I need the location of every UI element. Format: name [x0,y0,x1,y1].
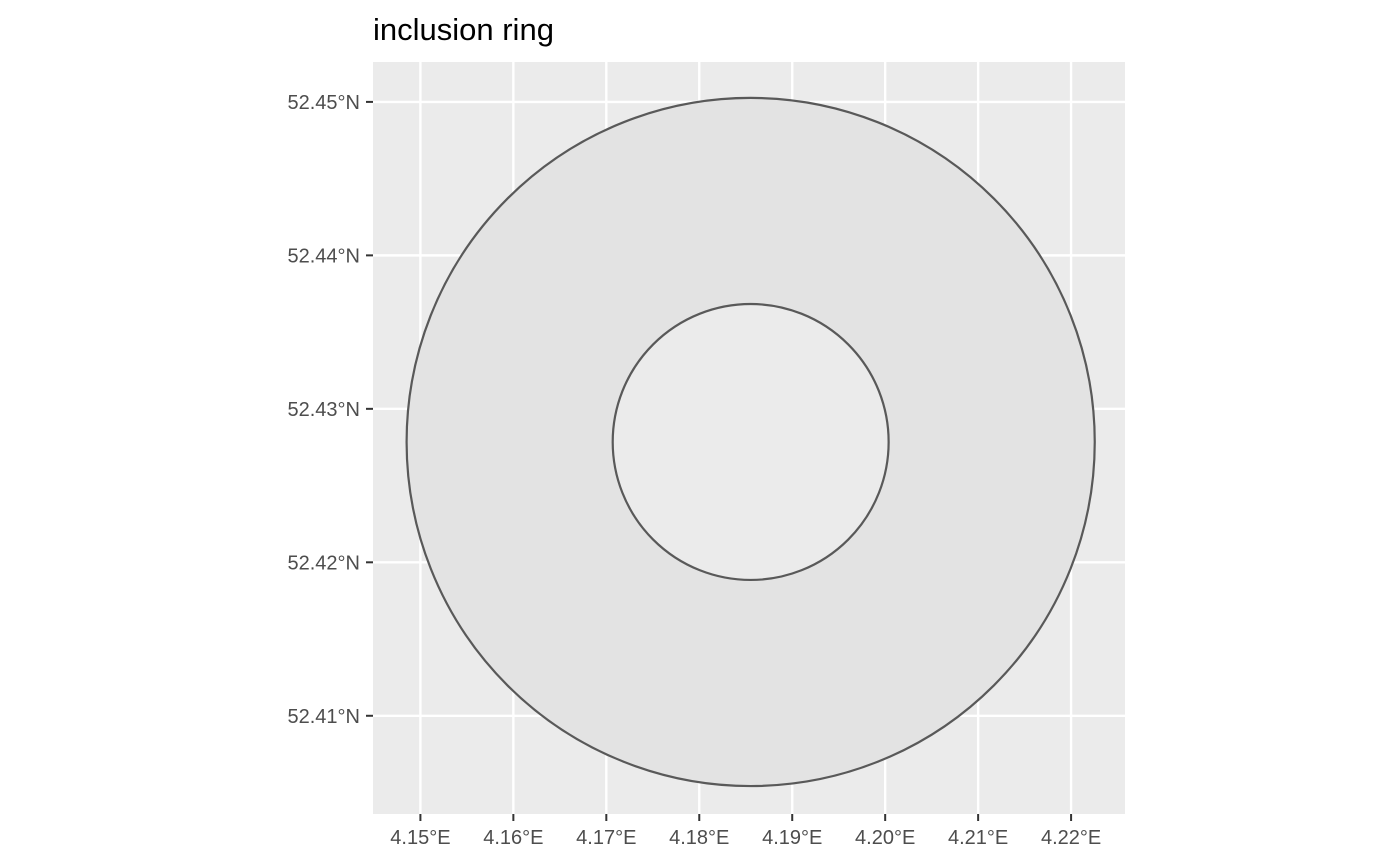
x-tick-label-3: 4.18°E [669,827,729,849]
y-tick-label-3: 52.44°N [288,245,361,267]
y-axis: 52.41°N 52.42°N 52.43°N 52.44°N 52.45°N [288,92,373,728]
x-tick-label-7: 4.22°E [1041,827,1101,849]
ring-outer-boundary [405,96,1096,788]
x-tick-label-4: 4.19°E [762,827,822,849]
y-tick-label-1: 52.42°N [288,552,361,574]
plot-title: inclusion ring [373,12,554,47]
x-tick-label-0: 4.15°E [390,827,450,849]
y-tick-label-0: 52.41°N [288,706,361,728]
x-tick-label-5: 4.20°E [855,827,915,849]
x-tick-label-6: 4.21°E [948,827,1008,849]
y-tick-label-2: 52.43°N [288,399,361,421]
x-axis: 4.15°E 4.16°E 4.17°E 4.18°E 4.19°E 4.20°E 4.21… [390,814,1101,849]
y-tick-label-4: 52.45°N [288,92,361,114]
inclusion-ring-polygon [406,97,1095,787]
ring-inner-boundary [611,302,890,582]
x-tick-label-1: 4.16°E [483,827,543,849]
x-tick-label-2: 4.17°E [576,827,636,849]
